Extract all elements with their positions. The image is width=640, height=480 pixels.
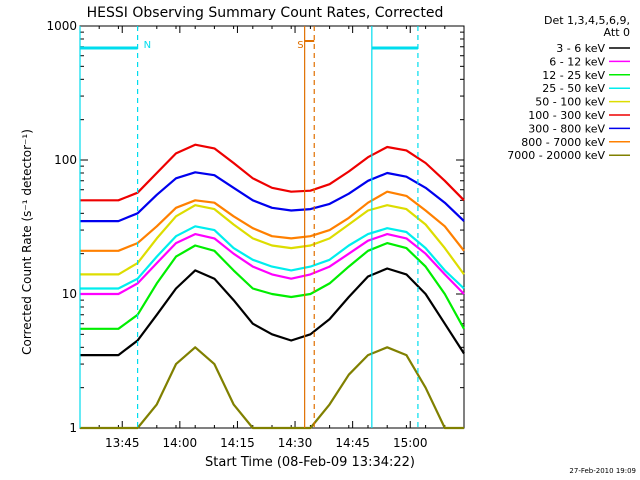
marker-label-n: N: [144, 40, 151, 51]
series-line-7: [80, 171, 465, 223]
y-tick-label: 1: [69, 421, 77, 435]
y-axis-label: Corrected Count Rate (s⁻¹ detector⁻¹): [20, 129, 34, 355]
y-tick-label: 10: [62, 287, 77, 301]
series-line-1: [80, 267, 465, 357]
x-tick-label: 13:45: [105, 436, 140, 450]
legend-label: 300 - 800 keV: [528, 122, 605, 135]
series-line-9: [80, 346, 464, 430]
series-line-2: [80, 233, 465, 296]
legend-label: 50 - 100 keV: [535, 96, 605, 109]
legend-label: 12 - 25 keV: [542, 69, 605, 82]
footer-date: 27-Feb-2010 19:09: [569, 467, 636, 475]
axes: 13:45 14:00 14:15 14:30 14:45 15:00 1 10 100 1000: [46, 19, 465, 450]
series-line-8: [80, 190, 465, 252]
series-line-5: [80, 204, 465, 276]
x-tick-label: 14:15: [220, 436, 255, 450]
series-line-4: [80, 225, 465, 290]
legend-label: 100 - 300 keV: [528, 109, 605, 122]
legend-label: 7000 - 20000 keV: [507, 149, 605, 162]
marker-label-s: S: [297, 40, 303, 51]
series-lines: [80, 143, 465, 430]
y-tick-label: 100: [54, 153, 77, 167]
legend-label: 3 - 6 keV: [556, 42, 605, 55]
chart-title: HESSI Observing Summary Count Rates, Cor…: [87, 5, 444, 21]
legend-label: 25 - 50 keV: [542, 82, 605, 95]
legend-header-line-1: Det 1,3,4,5,6,9,: [544, 14, 630, 27]
x-tick-label: 14:00: [163, 436, 198, 450]
y-tick-label: 1000: [46, 19, 77, 33]
x-tick-label: 14:45: [335, 436, 370, 450]
legend-label: 800 - 7000 keV: [521, 136, 605, 149]
x-axis-label: Start Time (08-Feb-09 13:34:22): [205, 455, 415, 470]
legend-label: 6 - 12 keV: [549, 55, 605, 68]
series-line-3: [80, 242, 465, 330]
x-tick-label: 15:00: [393, 436, 428, 450]
series-line-6: [80, 143, 465, 202]
x-tick-label: 14:30: [278, 436, 313, 450]
legend-header-line-2: Att 0: [604, 26, 630, 39]
